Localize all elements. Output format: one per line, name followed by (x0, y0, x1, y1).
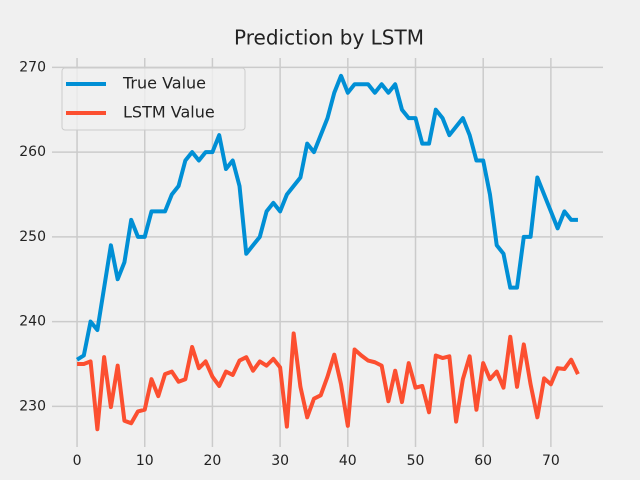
plot-lines (75, 73, 580, 432)
data-line (75, 73, 578, 362)
x-tick-label: 30 (271, 453, 289, 469)
legend-box (61, 67, 246, 131)
x-axis-label: Time Scale (284, 479, 372, 480)
data-line (77, 331, 580, 432)
legend: True Value LSTM Value (61, 67, 246, 131)
x-tick-label: 70 (542, 453, 560, 469)
y-tick-label: 270 (19, 59, 46, 75)
x-tick-label: 0 (73, 453, 82, 469)
y-tick-label: 240 (19, 314, 46, 330)
x-tick-label: 60 (474, 453, 492, 469)
chart-title: Prediction by LSTM (234, 26, 424, 50)
legend-label: True Value (122, 74, 206, 93)
grid: 0 10 20 30 40 50 60 70 230 240 250 260 270 (19, 58, 603, 469)
y-tick-label: 230 (19, 398, 46, 414)
legend-label: LSTM Value (123, 103, 215, 122)
x-tick-label: 50 (407, 453, 425, 469)
x-tick-label: 20 (204, 453, 222, 469)
x-tick-label: 40 (339, 453, 357, 469)
y-tick-label: 250 (19, 229, 46, 245)
y-tick-label: 260 (19, 144, 46, 160)
x-tick-label: 10 (136, 453, 154, 469)
